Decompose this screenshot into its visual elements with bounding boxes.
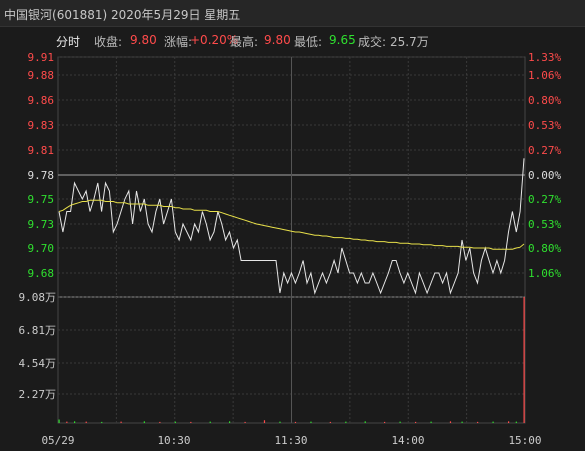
volume-bar <box>190 421 192 423</box>
volume-tick-label: 2.27万 <box>19 388 57 401</box>
percent-tick-label: 0.00% <box>528 169 561 182</box>
volume-bar <box>101 421 103 423</box>
volume-value: 25.7万 <box>390 35 429 49</box>
price-tick-label: 9.75 <box>28 193 55 206</box>
volume-bar <box>384 421 386 423</box>
volume-bar <box>364 421 366 423</box>
percent-axis-labels: 1.33% 1.06% 0.80% 0.53% 0.27% 0.00% 0.27% 0.53%… <box>528 51 561 280</box>
title-bar: 中国银河(601881) 2020年5月29日 星期五 <box>0 0 585 27</box>
volume-bar <box>310 421 312 423</box>
time-tick-label: 10:30 <box>157 434 190 447</box>
volume-bar <box>415 421 417 423</box>
price-tick-label: 9.83 <box>28 119 55 132</box>
volume-bars <box>58 297 525 423</box>
volume-bar <box>492 421 494 423</box>
time-tick-label: 05/29 <box>41 434 74 447</box>
price-tick-label: 9.78 <box>28 169 55 182</box>
volume-tick-label: 6.81万 <box>19 324 57 337</box>
volume-bar <box>263 420 266 423</box>
volume-bar <box>279 421 281 423</box>
volume-bar <box>329 421 331 423</box>
price-line <box>58 158 525 295</box>
volume-bar <box>461 421 463 423</box>
percent-tick-label: 0.53% <box>528 218 561 231</box>
volume-bar <box>449 421 452 423</box>
stock-code: (601881) <box>52 8 108 22</box>
time-axis-labels: 05/29 10:30 11:30 14:00 15:00 <box>41 434 541 447</box>
percent-tick-label: 1.06% <box>528 69 561 82</box>
price-tick-label: 9.91 <box>28 51 55 64</box>
price-tick-label: 9.70 <box>28 242 55 255</box>
close-value: 9.80 <box>130 33 157 47</box>
volume-bar <box>244 421 246 423</box>
price-tick-label: 9.86 <box>28 94 55 107</box>
volume-bar <box>174 421 176 423</box>
volume-bar <box>508 421 510 423</box>
volume-label: 成交: <box>358 35 387 49</box>
percent-tick-label: 1.33% <box>528 51 561 64</box>
average-price-line <box>58 199 525 250</box>
volume-bar <box>209 421 211 423</box>
time-tick-label: 15:00 <box>508 434 541 447</box>
volume-bar <box>345 421 347 423</box>
low-label: 最低: <box>294 35 323 49</box>
low-value: 9.65 <box>329 33 356 47</box>
volume-bar <box>120 421 122 423</box>
percent-tick-label: 0.80% <box>528 242 561 255</box>
percent-tick-label: 0.80% <box>528 94 561 107</box>
change-label: 涨幅: <box>164 35 193 49</box>
volume-bar <box>159 421 161 423</box>
price-axis-labels: 9.91 9.88 9.86 9.83 9.81 9.78 9.75 9.73 9.70 9.68 <box>28 51 55 280</box>
time-tick-label: 14:00 <box>391 434 424 447</box>
price-tick-label: 9.73 <box>28 218 55 231</box>
volume-bar <box>85 421 87 423</box>
mode-tab-intraday[interactable]: 分时 <box>56 35 81 49</box>
percent-tick-label: 0.53% <box>528 119 561 132</box>
grid-lines <box>57 56 526 424</box>
volume-bar <box>58 419 60 423</box>
high-label: 最高: <box>230 35 259 49</box>
volume-bar <box>477 421 479 423</box>
trade-date: 2020年5月29日 <box>111 8 201 22</box>
price-tick-label: 9.81 <box>28 144 55 157</box>
price-lines <box>58 158 525 295</box>
volume-bar <box>66 421 68 423</box>
volume-tick-label: 4.54万 <box>19 357 57 370</box>
volume-bar <box>430 421 432 423</box>
volume-tick-label: 9.08万 <box>19 291 57 304</box>
quote-info-bar: 分时 收盘: 9.80 涨幅: +0.20% 最高: 9.80 最低: 9.65… <box>0 30 585 50</box>
percent-tick-label: 0.27% <box>528 193 561 206</box>
weekday: 星期五 <box>204 8 241 22</box>
percent-tick-label: 1.06% <box>528 267 561 280</box>
percent-tick-label: 0.27% <box>528 144 561 157</box>
price-tick-label: 9.88 <box>28 69 55 82</box>
change-value: +0.20% <box>190 33 239 47</box>
volume-bar <box>399 421 401 423</box>
volume-bar <box>74 421 76 423</box>
volume-bar <box>143 421 145 423</box>
volume-axis-labels: 9.08万 6.81万 4.54万 2.27万 <box>19 291 57 401</box>
close-label: 收盘: <box>94 35 123 49</box>
volume-bar <box>229 421 231 423</box>
volume-bar <box>294 421 297 423</box>
time-tick-label: 11:30 <box>274 434 307 447</box>
stock-name: 中国银河 <box>4 8 53 22</box>
high-value: 9.80 <box>264 33 291 47</box>
price-tick-label: 9.68 <box>28 267 55 280</box>
volume-bar <box>515 421 517 423</box>
volume-bar <box>523 297 525 423</box>
stock-title: 中国银河(601881) 2020年5月29日 星期五 <box>4 6 240 23</box>
